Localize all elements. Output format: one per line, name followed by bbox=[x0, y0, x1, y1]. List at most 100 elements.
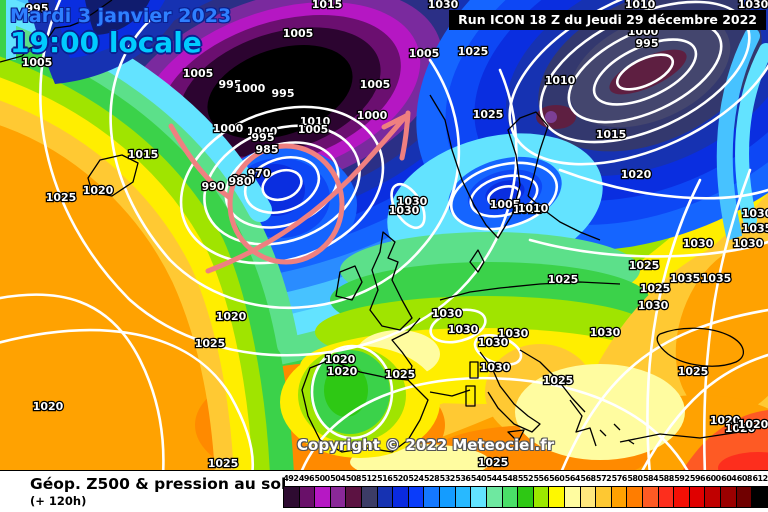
scale-swatch bbox=[673, 486, 689, 508]
annotation-arc bbox=[168, 123, 233, 201]
scale-value: 592 bbox=[674, 474, 690, 483]
pressure-label: 1005 bbox=[409, 47, 440, 60]
annotation-arrow-shaft bbox=[205, 113, 409, 274]
scale-swatch bbox=[376, 486, 393, 508]
scale-value: 516 bbox=[377, 474, 393, 483]
scale-value: 532 bbox=[439, 474, 456, 483]
scale-value: 512 bbox=[361, 474, 377, 483]
pressure-label: 1010 bbox=[545, 74, 576, 87]
scale-swatch bbox=[345, 486, 362, 508]
pressure-label: 1025 bbox=[543, 374, 574, 387]
scale-swatch bbox=[329, 486, 346, 508]
pressure-label: 970 bbox=[248, 167, 271, 180]
pressure-label: 1030 bbox=[683, 237, 714, 250]
pressure-label: 985 bbox=[256, 143, 279, 156]
scale-value: 604 bbox=[721, 474, 737, 483]
pressure-label: 1025 bbox=[458, 45, 489, 58]
scale-swatch bbox=[595, 486, 611, 508]
pressure-label: 1030 bbox=[389, 204, 420, 217]
scale-swatch bbox=[361, 486, 377, 508]
pressure-label: 1000 bbox=[357, 109, 388, 122]
scale-value: 564 bbox=[564, 474, 581, 483]
pressure-label: 1030 bbox=[397, 195, 428, 208]
pressure-label: 995 bbox=[252, 131, 275, 144]
scale-swatch bbox=[704, 486, 721, 508]
pressure-label: 1025 bbox=[640, 282, 671, 295]
pressure-label: 1030 bbox=[742, 207, 768, 220]
pressure-label: 1005 bbox=[22, 56, 53, 69]
pressure-label: 1015 bbox=[596, 128, 627, 141]
scale-value: 612 bbox=[752, 474, 768, 483]
annotation-arrow-head bbox=[381, 110, 411, 161]
pressure-label: 1030 bbox=[498, 327, 529, 340]
scale-value: 540 bbox=[470, 474, 487, 483]
pressure-label: 1025 bbox=[629, 259, 660, 272]
scale-value: 548 bbox=[502, 474, 518, 483]
pressure-label: 1015 bbox=[312, 0, 343, 11]
pressure-label: 1005 bbox=[360, 78, 391, 91]
scale-value: 508 bbox=[345, 474, 362, 483]
pressure-label: 980 bbox=[232, 173, 255, 186]
scale-swatch bbox=[688, 486, 705, 508]
scale-swatch bbox=[407, 486, 424, 508]
scale-swatch bbox=[532, 486, 549, 508]
scale-value: 580 bbox=[627, 474, 643, 483]
pressure-label: 980 bbox=[229, 175, 252, 188]
pressure-label: 1010 bbox=[300, 115, 331, 128]
scale-swatch bbox=[563, 486, 580, 508]
scale-swatch bbox=[720, 486, 736, 508]
geopotential-color-field bbox=[0, 0, 768, 470]
pressure-label: 1025 bbox=[385, 368, 416, 381]
pressure-label: 1025 bbox=[46, 191, 77, 204]
color-scale-values: 492 496 500 504 508 512 516 520 524 528 532 536 540 5… bbox=[283, 474, 768, 484]
scale-value: 492 bbox=[283, 474, 299, 483]
scale-value: 596 bbox=[689, 474, 706, 483]
pressure-label: 995 bbox=[636, 37, 659, 50]
pressure-label: 995 bbox=[26, 2, 49, 15]
scale-swatch bbox=[548, 486, 564, 508]
color-scale-swatches bbox=[283, 486, 768, 508]
pressure-label: 1020 bbox=[327, 365, 358, 378]
annotation-circle bbox=[227, 143, 345, 265]
pressure-label: 1025 bbox=[678, 365, 709, 378]
pressure-label: 1020 bbox=[621, 168, 652, 181]
scale-swatch bbox=[439, 486, 455, 508]
pressure-label: 1010 bbox=[518, 202, 549, 215]
pressure-label: 1000 bbox=[235, 82, 266, 95]
scale-value: 552 bbox=[517, 474, 534, 483]
scale-swatch bbox=[626, 486, 643, 508]
pressure-label: 1005 bbox=[490, 198, 521, 211]
pressure-label: 1025 bbox=[478, 456, 509, 469]
pressure-label: 1005 bbox=[283, 27, 314, 40]
scale-swatch bbox=[392, 486, 408, 508]
pressure-label: 1025 bbox=[208, 457, 239, 470]
scale-value: 608 bbox=[736, 474, 753, 483]
pressure-label: 1030 bbox=[590, 326, 621, 339]
scale-swatch bbox=[642, 486, 658, 508]
scale-swatch bbox=[517, 486, 533, 508]
pressure-label: 1030 bbox=[738, 0, 768, 11]
scale-value: 500 bbox=[314, 474, 331, 483]
scale-value: 544 bbox=[486, 474, 503, 483]
pressure-label: 1025 bbox=[195, 337, 226, 350]
pressure-label: 1030 bbox=[733, 237, 764, 250]
pressure-label: 1005 bbox=[183, 67, 214, 80]
scale-value: 584 bbox=[642, 474, 659, 483]
pressure-label: 1020 bbox=[325, 353, 356, 366]
annotation-group bbox=[168, 110, 411, 274]
scale-swatch bbox=[735, 486, 752, 508]
scale-swatch bbox=[610, 486, 627, 508]
color-scale: 492 496 500 504 508 512 516 520 524 528 532 536 540 5… bbox=[283, 474, 768, 508]
scale-value: 576 bbox=[611, 474, 628, 483]
scale-swatch bbox=[283, 486, 299, 508]
scale-value: 504 bbox=[330, 474, 346, 483]
pressure-label: 1030 bbox=[480, 361, 511, 374]
pressure-label: 1020 bbox=[725, 422, 756, 435]
pressure-label: 1030 bbox=[428, 0, 459, 11]
pressure-label: 995 bbox=[272, 87, 295, 100]
scale-value: 568 bbox=[580, 474, 596, 483]
scale-value: 496 bbox=[298, 474, 315, 483]
